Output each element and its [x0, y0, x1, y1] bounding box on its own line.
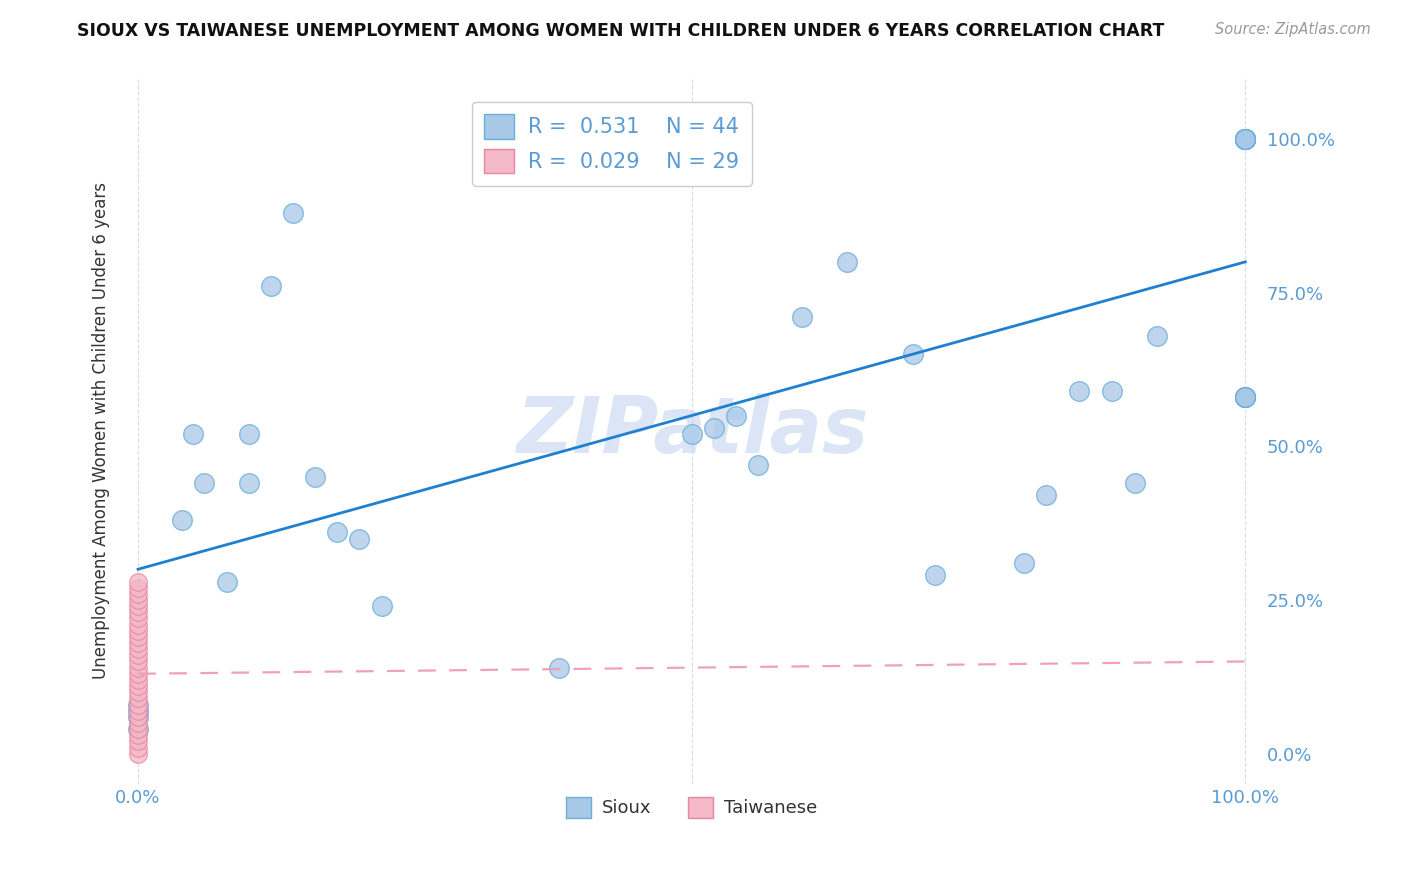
Point: [127, 710, 149, 724]
Point: [127, 698, 149, 712]
Point: [193, 476, 215, 491]
Point: [127, 734, 149, 748]
Point: [1234, 132, 1257, 146]
Point: [703, 421, 725, 435]
Point: [127, 722, 149, 736]
Point: [835, 255, 858, 269]
Point: [172, 513, 194, 527]
Point: [1069, 384, 1091, 398]
Point: [281, 205, 304, 219]
Point: [1012, 556, 1035, 570]
Point: [127, 611, 149, 625]
Point: [238, 427, 260, 442]
Point: [1035, 488, 1057, 502]
Point: [127, 679, 149, 693]
Point: [326, 525, 349, 540]
Point: [127, 581, 149, 595]
Point: [127, 685, 149, 699]
Text: Source: ZipAtlas.com: Source: ZipAtlas.com: [1215, 22, 1371, 37]
Point: [681, 427, 703, 442]
Point: [370, 599, 392, 614]
Point: [1234, 132, 1257, 146]
Point: [1234, 132, 1257, 146]
Point: [724, 409, 747, 423]
Text: SIOUX VS TAIWANESE UNEMPLOYMENT AMONG WOMEN WITH CHILDREN UNDER 6 YEARS CORRELAT: SIOUX VS TAIWANESE UNEMPLOYMENT AMONG WO…: [77, 22, 1164, 40]
Point: [127, 630, 149, 644]
Point: [127, 710, 149, 724]
Point: [127, 624, 149, 638]
Point: [127, 691, 149, 706]
Point: [127, 593, 149, 607]
Point: [1234, 132, 1257, 146]
Point: [127, 704, 149, 718]
Point: [127, 715, 149, 730]
Point: [238, 476, 260, 491]
Point: [1234, 390, 1257, 404]
Point: [127, 642, 149, 657]
Point: [215, 574, 238, 589]
Point: [349, 532, 371, 546]
Point: [1234, 132, 1257, 146]
Point: [127, 673, 149, 687]
Point: [1234, 132, 1257, 146]
Point: [1234, 390, 1257, 404]
Point: [127, 704, 149, 718]
Point: [127, 655, 149, 669]
Point: [127, 728, 149, 742]
Point: [1234, 132, 1257, 146]
Point: [127, 722, 149, 736]
Point: [127, 599, 149, 614]
Point: [127, 605, 149, 619]
Text: ZIPatlas: ZIPatlas: [516, 393, 868, 469]
Point: [127, 574, 149, 589]
Point: [127, 740, 149, 755]
Point: [901, 347, 924, 361]
Point: [792, 310, 814, 325]
Point: [127, 617, 149, 632]
Point: [1146, 328, 1168, 343]
Point: [924, 568, 946, 582]
Legend: Sioux, Taiwanese: Sioux, Taiwanese: [560, 789, 824, 825]
Point: [260, 279, 283, 293]
Point: [127, 666, 149, 681]
Point: [127, 587, 149, 601]
Point: [547, 660, 569, 674]
Point: [127, 648, 149, 663]
Point: [127, 636, 149, 650]
Point: [127, 747, 149, 761]
Point: [1234, 390, 1257, 404]
Point: [747, 458, 769, 472]
Y-axis label: Unemployment Among Women with Children Under 6 years: Unemployment Among Women with Children U…: [93, 183, 110, 680]
Point: [127, 660, 149, 674]
Point: [304, 470, 326, 484]
Point: [183, 427, 205, 442]
Point: [1101, 384, 1123, 398]
Point: [1234, 390, 1257, 404]
Point: [1123, 476, 1146, 491]
Point: [127, 698, 149, 712]
Point: [1234, 132, 1257, 146]
